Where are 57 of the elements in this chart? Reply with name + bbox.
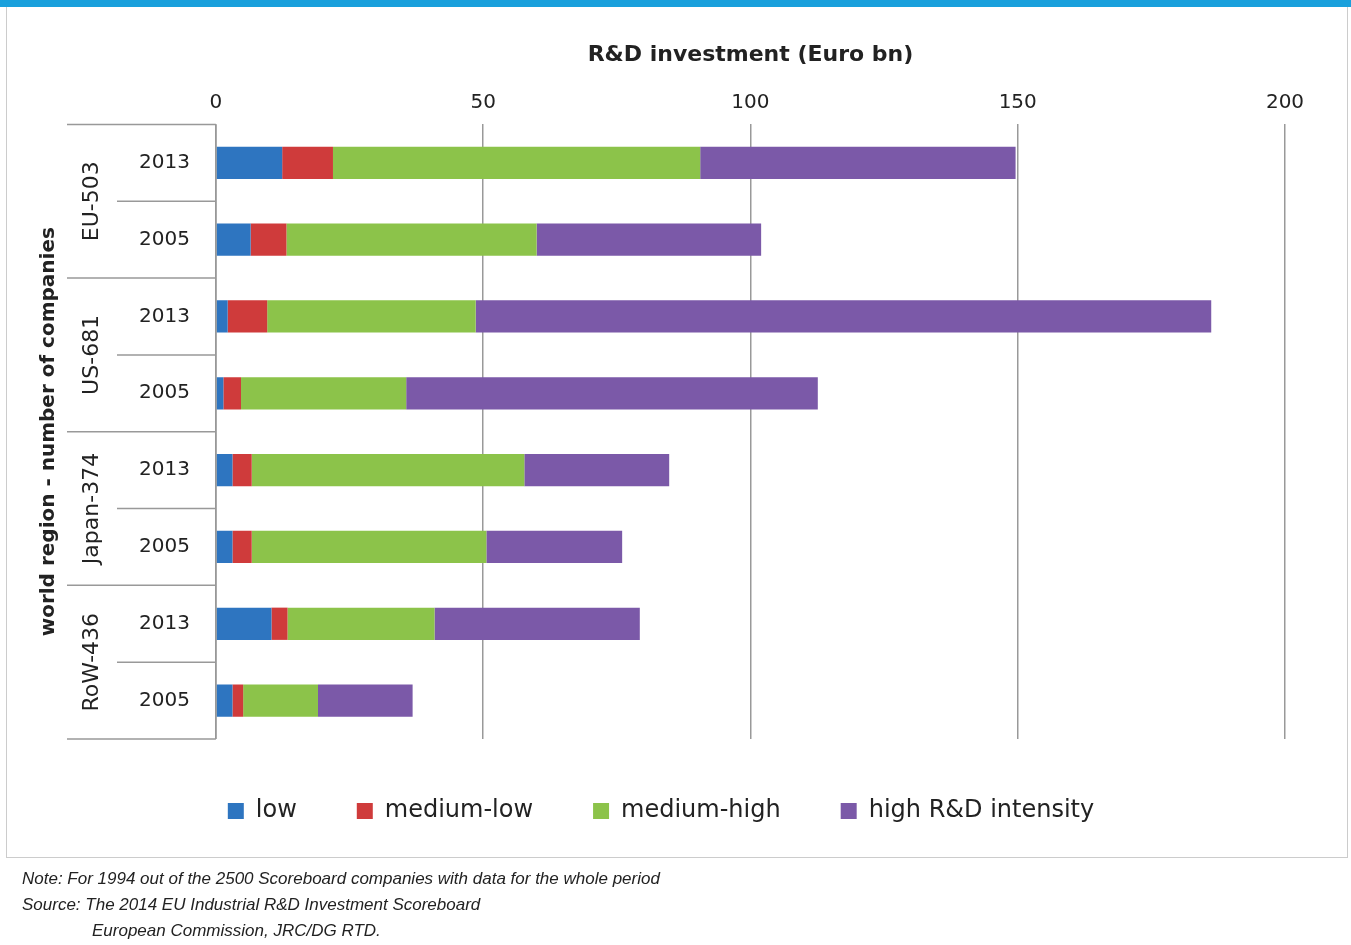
bar <box>232 453 252 487</box>
legend-label: medium-low <box>384 795 534 824</box>
bar <box>282 146 333 179</box>
y-tick-label: 2013 <box>138 609 190 634</box>
bar <box>318 684 413 717</box>
source-note: Source: The 2014 EU Industrial R&D Investment Scoreboard <box>22 894 482 916</box>
y-tick-label: 2013 <box>138 456 190 481</box>
bar <box>434 607 640 640</box>
y-tick-label: 2005 <box>138 533 190 558</box>
y-tick-label: 2005 <box>138 225 190 250</box>
bar <box>332 146 701 179</box>
y-tick-label: 2013 <box>138 149 190 174</box>
bar <box>475 300 1212 333</box>
bar <box>250 223 287 256</box>
bar <box>486 530 623 564</box>
bar <box>287 607 435 640</box>
bar <box>536 223 762 256</box>
text: Note: For 1994 out of the 2500 Scoreboard companies with data for the whole period <box>22 868 660 890</box>
y-tick-label: 2013 <box>138 302 190 327</box>
bar <box>216 300 228 333</box>
bar <box>700 146 1016 179</box>
text: US-681 <box>77 314 103 395</box>
bar <box>243 684 318 717</box>
bar <box>406 377 818 410</box>
bar <box>271 607 288 640</box>
text: RoW-436 <box>77 612 103 712</box>
x-tick-label: 150 <box>998 88 1037 113</box>
bar <box>216 607 272 640</box>
y-tick-label: 2005 <box>138 686 190 711</box>
bar <box>216 146 283 179</box>
bar <box>216 684 233 717</box>
x-tick-label: 100 <box>731 88 770 113</box>
bar <box>227 300 268 333</box>
legend-label: medium-high <box>621 795 781 824</box>
x-tick-label: 0 <box>209 88 223 113</box>
bar <box>251 453 525 487</box>
bar <box>232 530 252 564</box>
text: European Commission, JRC/DG RTD. <box>91 920 382 942</box>
x-tick-label: 50 <box>470 88 496 113</box>
y-axis-title: world region - number of companies <box>35 227 60 637</box>
text: EU-503 <box>77 161 103 242</box>
bar <box>232 684 244 717</box>
x-axis-title: R&D investment (Euro bn) <box>587 40 914 66</box>
bar <box>267 300 476 333</box>
bar <box>223 377 242 410</box>
bar <box>216 223 251 256</box>
bar <box>216 453 233 487</box>
y-tick-label: 2005 <box>138 379 190 404</box>
legend-label: low <box>255 795 297 824</box>
bar <box>216 530 233 564</box>
legend-label: high R&D intensity <box>868 795 1095 824</box>
bar <box>251 530 487 564</box>
x-tick-label: 200 <box>1265 88 1305 113</box>
bar <box>241 377 407 410</box>
text: Japan-374 <box>77 452 103 567</box>
bar <box>286 223 537 256</box>
bar <box>524 453 670 487</box>
